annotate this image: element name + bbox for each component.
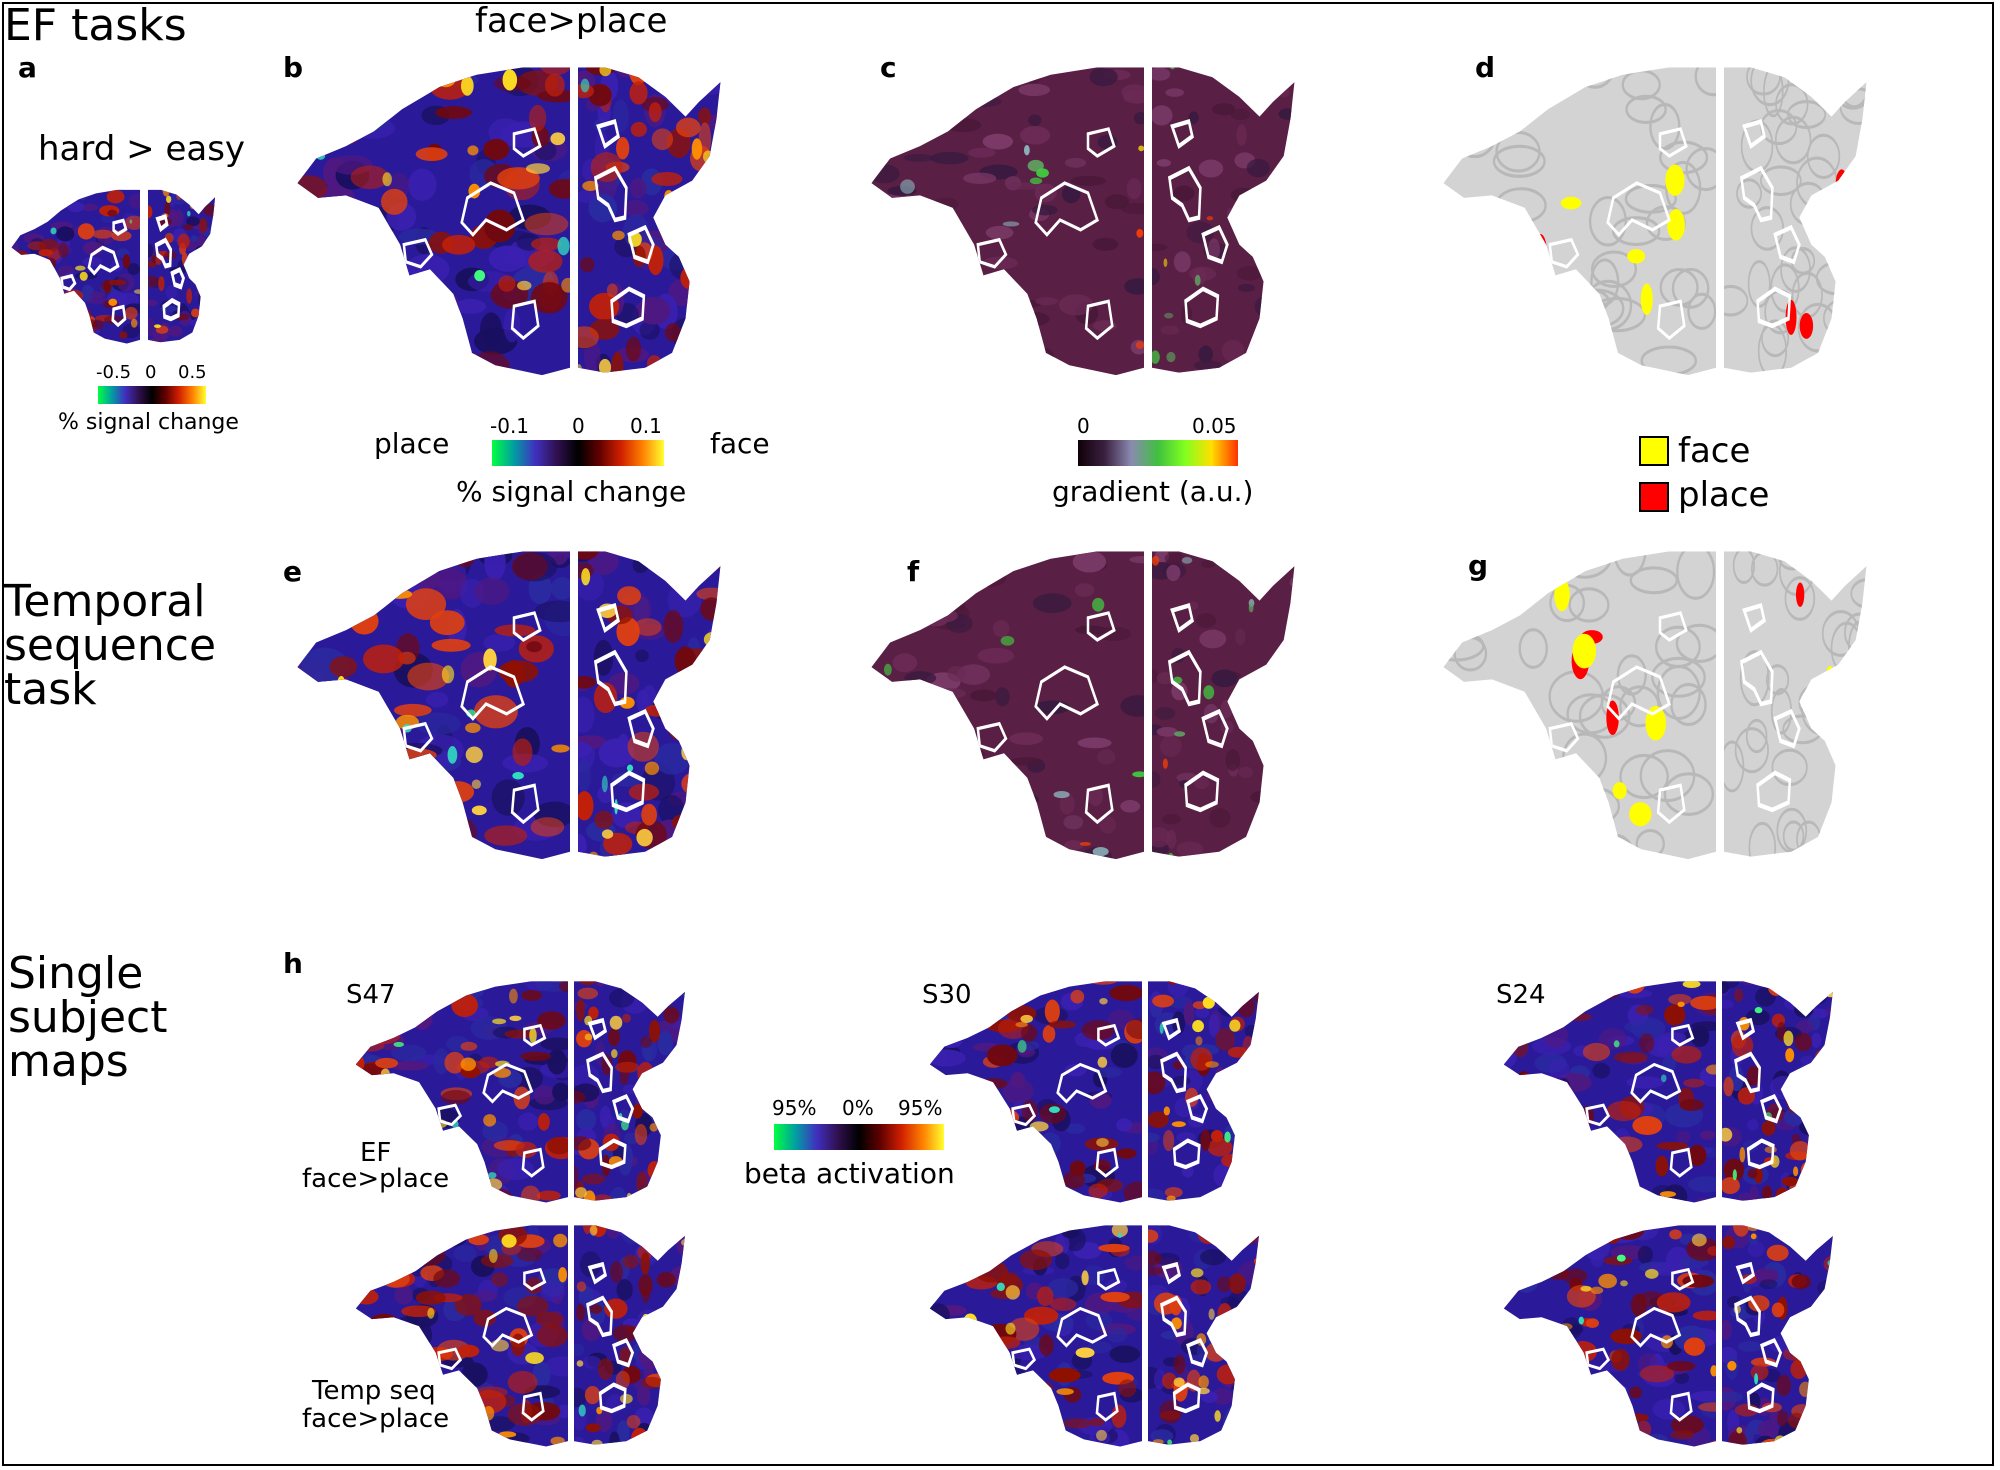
map-h-s47-ef-right (574, 981, 685, 1201)
panel-letter-b: b (283, 51, 304, 84)
map-h-s47-ef-left (355, 981, 568, 1203)
map-h-s30-ef-left (929, 981, 1142, 1203)
map-b-left (297, 67, 571, 376)
legend-label-place: place (1678, 475, 1770, 515)
panel-c-tick-max: 0.05 (1192, 414, 1237, 438)
map-h-s30-ef-right (1148, 981, 1259, 1201)
map-e-left (297, 551, 571, 860)
map-e-right (578, 551, 721, 857)
map-d-right (1724, 67, 1867, 373)
legend-swatch-place (1639, 482, 1669, 512)
map-h-s47-ts-right (574, 1225, 685, 1445)
panel-a-title: hard > easy (38, 129, 246, 169)
map-h-s24-ef-left (1503, 981, 1716, 1203)
map-g-left (1443, 551, 1717, 860)
map-h-s24-ef-right (1722, 981, 1833, 1201)
map-d-left (1443, 67, 1717, 376)
panel-b-title: face>place (475, 1, 668, 41)
panel-letter-g: g (1468, 549, 1489, 582)
panel-c-colorbar (1078, 440, 1238, 466)
panel-b-colorbar (492, 440, 664, 466)
panel-a-colorbar-label: % signal change (58, 410, 239, 435)
panel-b-tick-min: -0.1 (490, 414, 530, 438)
legend-label-face: face (1678, 431, 1751, 471)
map-h-s30-ts-right (1148, 1225, 1259, 1445)
panel-a-tick-min: -0.5 (96, 362, 132, 383)
legend-swatch-face (1639, 436, 1669, 466)
panel-h-colorbar-label: beta activation (744, 1157, 955, 1190)
row-title-temporal: Temporal sequence task (4, 576, 217, 715)
h-row1-line1: EF (360, 1138, 392, 1168)
subject-label-s30: S30 (922, 980, 972, 1010)
row-title-ef: EF tasks (4, 0, 187, 51)
subject-label-s47: S47 (346, 980, 396, 1010)
map-h-s24-ts-right (1722, 1225, 1833, 1445)
map-h-s24-ts-left (1503, 1225, 1716, 1447)
map-g-right (1724, 551, 1867, 857)
panel-h-tick-right: 95% (898, 1096, 943, 1120)
panel-letter-d: d (1475, 51, 1496, 84)
panel-a-tick-zero: 0 (145, 362, 157, 383)
map-a-left (11, 189, 140, 344)
panel-b-right-label: face (710, 427, 770, 460)
map-c-left (871, 67, 1145, 376)
panel-a-colorbar (98, 386, 206, 404)
h-row2-line1: Temp seq (312, 1376, 436, 1406)
h-row2-line2: face>place (302, 1404, 450, 1434)
panel-c-tick-min: 0 (1077, 414, 1090, 438)
panel-c-colorbar-label: gradient (a.u.) (1052, 475, 1254, 508)
map-f-right (1152, 551, 1295, 857)
panel-b-left-label: place (374, 427, 450, 460)
map-c-right (1152, 67, 1295, 373)
map-h-s47-ts-left (355, 1225, 568, 1447)
panel-b-colorbar-label: % signal change (456, 475, 687, 508)
panel-letter-c: c (880, 51, 897, 84)
h-row1-line2: face>place (302, 1164, 450, 1194)
subject-label-s24: S24 (1496, 980, 1546, 1010)
row-title-single: Single subject maps (8, 948, 168, 1087)
map-a-right (148, 189, 216, 343)
panel-h-tick-zero: 0% (842, 1096, 874, 1120)
panel-letter-e: e (283, 555, 302, 588)
map-f-left (871, 551, 1145, 860)
panel-h-tick-left: 95% (772, 1096, 817, 1120)
map-h-s30-ts-left (929, 1225, 1142, 1447)
panel-letter-a: a (18, 51, 37, 84)
panel-a-tick-max: 0.5 (178, 362, 207, 383)
panel-letter-f: f (907, 555, 920, 588)
panel-b-tick-zero: 0 (572, 414, 585, 438)
panel-letter-h: h (283, 947, 303, 980)
map-b-right (578, 67, 721, 373)
panel-b-tick-max: 0.1 (630, 414, 662, 438)
panel-h-colorbar (774, 1124, 944, 1150)
